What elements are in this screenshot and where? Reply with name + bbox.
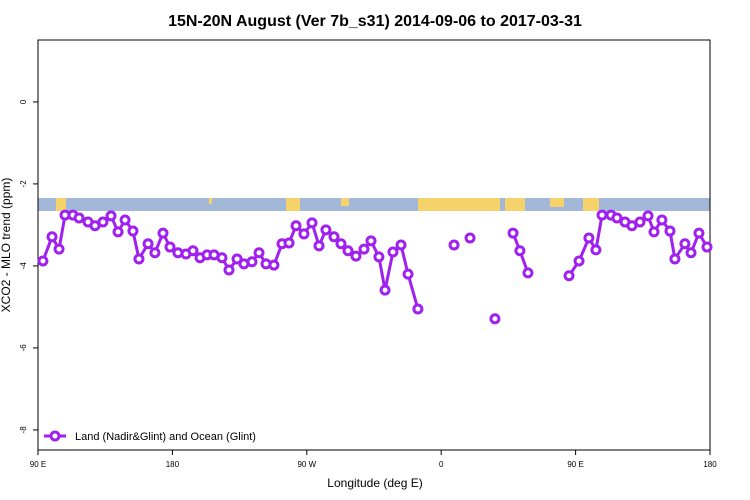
x-tick-label: 90 E: [567, 460, 583, 469]
point: [164, 241, 176, 253]
point: [669, 253, 681, 265]
point: [142, 238, 154, 250]
x-tick-label: 90 E: [30, 460, 46, 469]
point: [701, 241, 713, 253]
point: [313, 240, 325, 252]
chart-title: 15N-20N August (Ver 7b_s31) 2014-09-06 t…: [168, 13, 582, 30]
point: [306, 217, 318, 229]
point: [133, 253, 145, 265]
y-tick-label: -8: [19, 426, 28, 434]
point: [53, 243, 65, 255]
point: [335, 238, 347, 250]
point: [507, 227, 519, 239]
point: [464, 232, 476, 244]
point: [46, 231, 58, 243]
point: [514, 245, 526, 257]
point: [231, 253, 243, 265]
point: [583, 232, 595, 244]
point: [320, 224, 332, 236]
point: [642, 210, 654, 222]
point: [216, 252, 228, 264]
point: [223, 264, 235, 276]
point: [563, 270, 575, 282]
point: [187, 245, 199, 257]
point: [73, 212, 85, 224]
point: [611, 212, 623, 224]
point: [268, 259, 280, 271]
point: [648, 226, 660, 238]
point: [283, 237, 295, 249]
point: [149, 247, 161, 259]
legend-marker: [49, 430, 61, 442]
point: [246, 256, 258, 268]
legend-label: Land (Nadir&Glint) and Ocean (Glint): [75, 431, 256, 443]
point: [365, 235, 377, 247]
point: [387, 246, 399, 258]
point: [596, 209, 608, 221]
x-axis-label: Longitude (deg E): [327, 476, 422, 490]
point: [693, 227, 705, 239]
point: [37, 255, 49, 267]
point: [350, 250, 362, 262]
point: [664, 225, 676, 237]
point: [634, 216, 646, 228]
point: [157, 227, 169, 239]
y-axis-label: XCO2 - MLO trend (ppm): [0, 178, 13, 313]
x-tick-label: 0: [439, 460, 444, 469]
point: [402, 268, 414, 280]
point: [489, 313, 501, 325]
x-tick-label: 180: [703, 460, 717, 469]
point: [379, 284, 391, 296]
map-strip: [38, 198, 710, 211]
point: [253, 247, 265, 259]
point: [448, 239, 460, 251]
point: [590, 244, 602, 256]
y-tick-label: 0: [19, 99, 28, 104]
y-tick-label: -6: [19, 344, 28, 352]
point: [395, 239, 407, 251]
point: [522, 267, 534, 279]
point: [290, 220, 302, 232]
point: [127, 225, 139, 237]
point: [328, 231, 340, 243]
point: [97, 216, 109, 228]
point: [573, 255, 585, 267]
y-tick-label: -4: [19, 262, 28, 270]
point: [298, 228, 310, 240]
point: [373, 251, 385, 263]
point: [119, 214, 131, 226]
point: [679, 238, 691, 250]
x-tick-label: 180: [166, 460, 180, 469]
point: [112, 226, 124, 238]
x-tick-label: 90 W: [297, 460, 316, 469]
point: [412, 303, 424, 315]
y-tick-label: -2: [19, 180, 28, 188]
point: [358, 243, 370, 255]
point: [342, 245, 354, 257]
point: [105, 210, 117, 222]
point: [656, 214, 668, 226]
point: [685, 247, 697, 259]
